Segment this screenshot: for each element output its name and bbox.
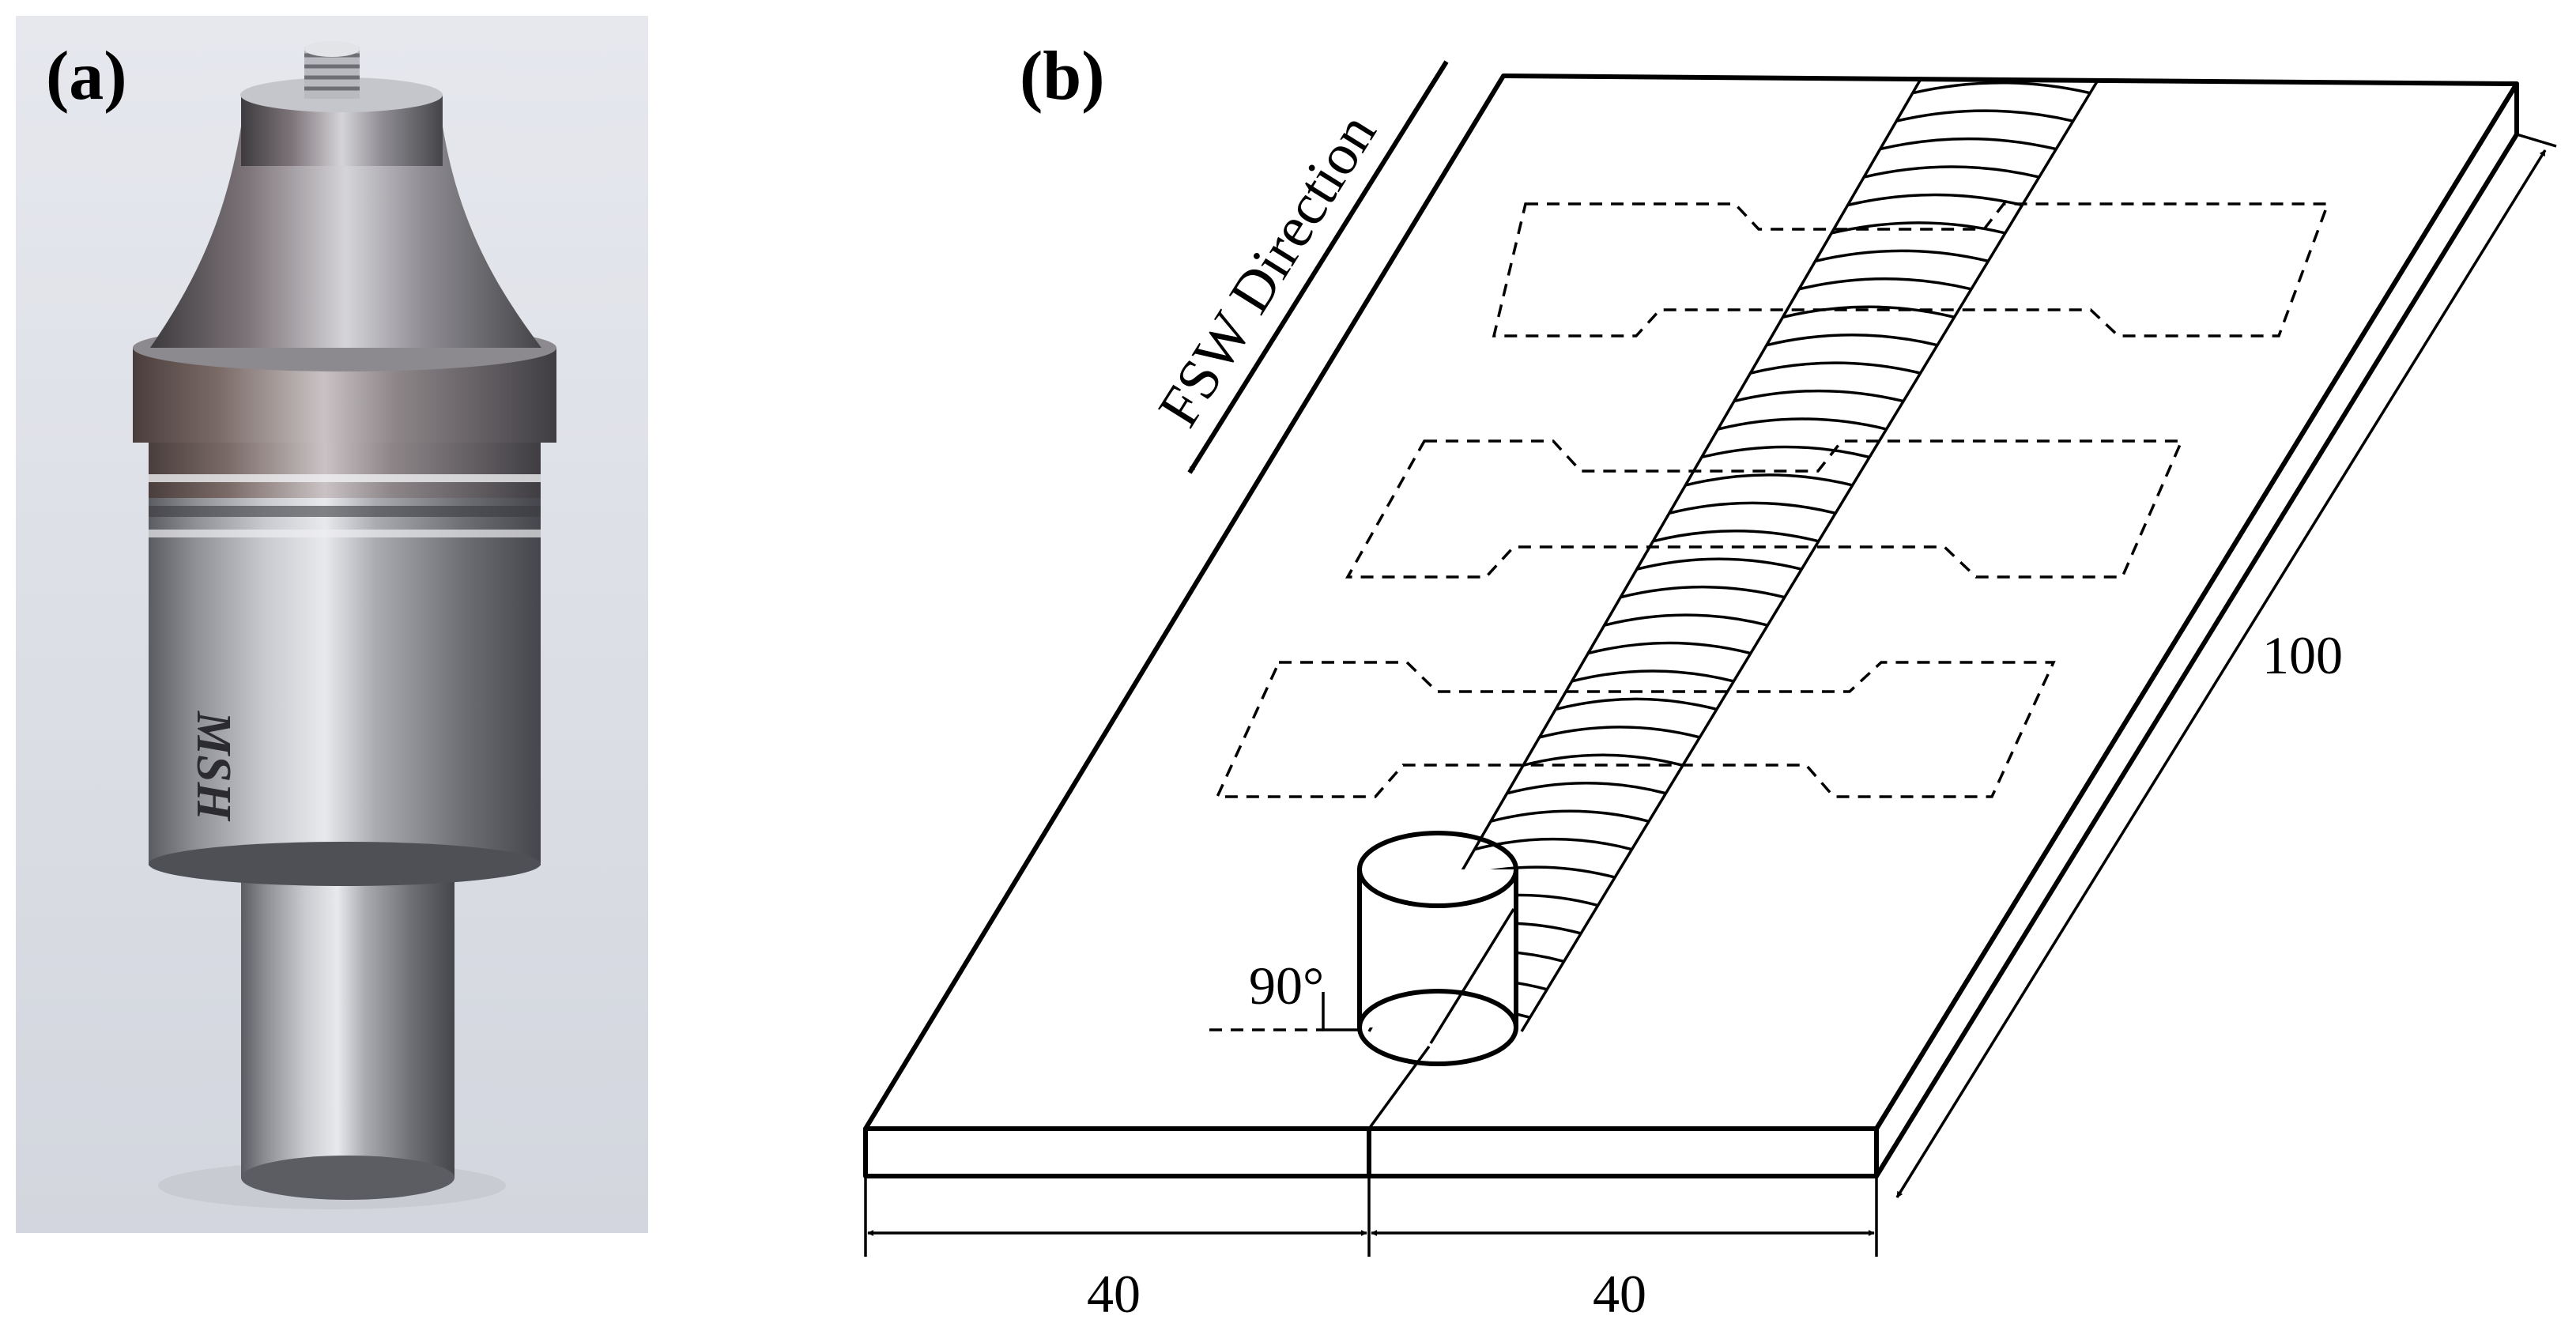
tool-bottom-ellipse [1357, 989, 1518, 1066]
weld-ripple [1571, 669, 1734, 683]
weld-ripple [1815, 249, 1989, 263]
tool-engraving: MSH [187, 711, 240, 822]
fsw-direction-label: FSW Direction [1146, 103, 1389, 438]
weld-ripple [1701, 445, 1870, 459]
weld-ripple [1652, 530, 1820, 543]
weld-ripple [1766, 333, 1938, 347]
weld-ripple [1717, 417, 1888, 431]
plate-side-face [1874, 81, 2519, 1178]
plate-top-face [863, 74, 2519, 1131]
angle-label: 90° [1249, 956, 1324, 1016]
tensile-specimen-3 [1215, 661, 2056, 798]
fsw-direction-arrow [1187, 60, 1449, 474]
weld-ripple [1522, 753, 1684, 767]
dimension-length: 100 [1895, 133, 2557, 1198]
weld-ripple [1847, 193, 2023, 207]
weld-ripple [1912, 81, 2091, 95]
weld-ripple [1782, 305, 1955, 319]
weld-ripple [1490, 809, 1650, 823]
length-label: 100 [2262, 625, 2343, 685]
weld-ripple [1750, 361, 1921, 375]
weld-ripple [1880, 137, 2057, 151]
weld-ripple [1895, 109, 2074, 123]
weld-ripple [1620, 585, 1786, 599]
right-angle-mark [1322, 992, 1360, 1031]
width-right-label: 40 [1593, 1264, 1646, 1324]
weld-ripple [1507, 782, 1666, 795]
weld-ripple [1604, 613, 1768, 627]
weld-ripple [1587, 641, 1752, 655]
fsw-tool-image: MSH [133, 41, 556, 1200]
weld-ripple [1863, 165, 2040, 179]
width-left-label: 40 [1087, 1264, 1141, 1324]
weld-ripple [1669, 501, 1836, 515]
tensile-specimens [1215, 202, 2330, 798]
length-dimension-line [1895, 149, 2547, 1198]
weld-seam-edge-right [1520, 78, 2100, 1032]
fsw-tool-schematic: 90° [1209, 831, 1518, 1066]
weld-ripple [1798, 277, 1972, 291]
tensile-specimen-2 [1345, 439, 2184, 579]
weld-ripple [1636, 557, 1802, 571]
dimension-widths: 40 40 [864, 1176, 1878, 1324]
panel-b-label: (b) [1020, 38, 1105, 115]
panel-a-photo: MSH [16, 16, 648, 1233]
weld-ripple [1539, 726, 1700, 739]
weld-ripple [1733, 389, 1904, 403]
weld-ripple [1555, 697, 1718, 711]
weld-ripple [1684, 473, 1854, 487]
plate-joint-top [1367, 1045, 1431, 1130]
panel-a-label: (a) [46, 38, 127, 115]
